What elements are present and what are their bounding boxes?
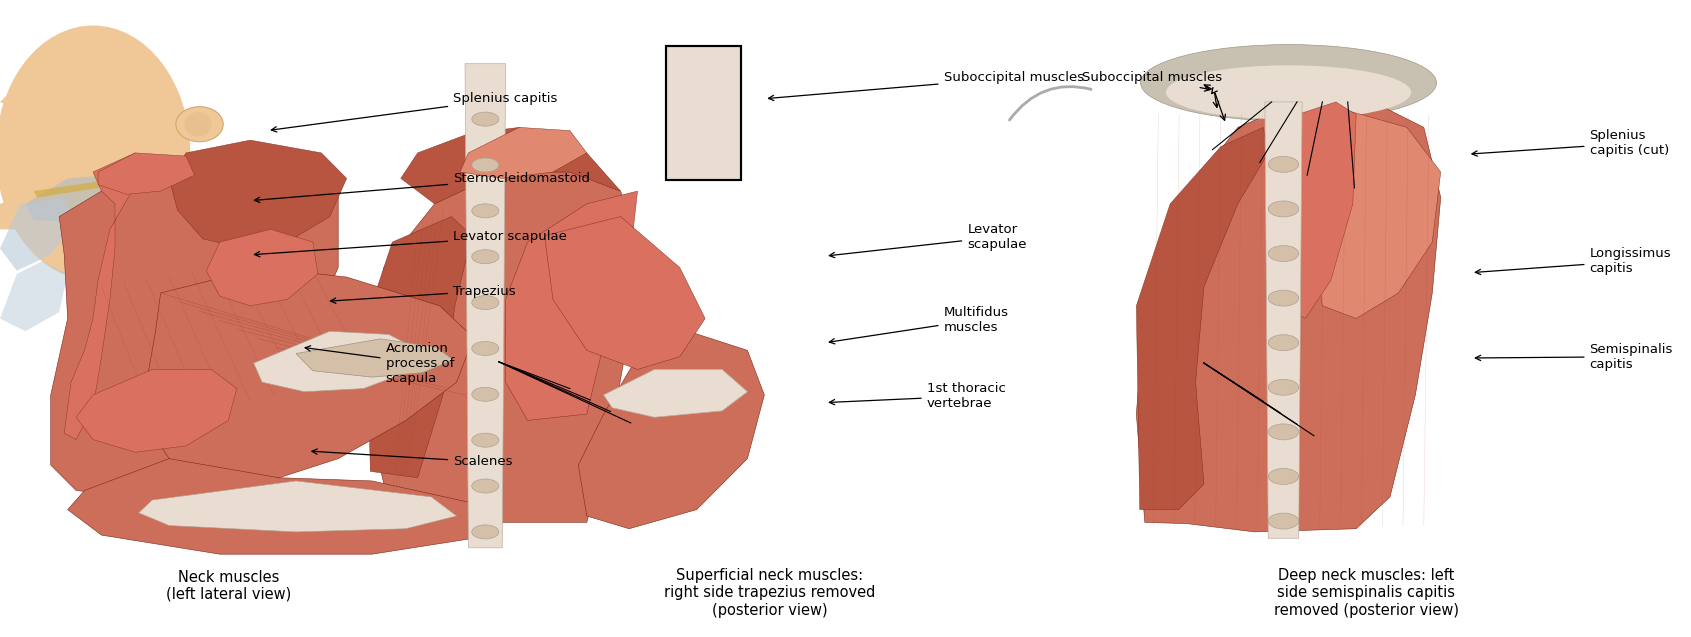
Ellipse shape <box>1268 513 1299 529</box>
Polygon shape <box>254 331 419 392</box>
Polygon shape <box>367 172 638 522</box>
Polygon shape <box>578 331 764 529</box>
Polygon shape <box>1314 108 1441 318</box>
Polygon shape <box>1136 127 1268 510</box>
Text: Longissimus
capitis: Longissimus capitis <box>1475 247 1671 275</box>
Polygon shape <box>144 268 473 478</box>
Ellipse shape <box>472 296 499 310</box>
Polygon shape <box>0 83 30 108</box>
Polygon shape <box>0 197 76 271</box>
Text: Deep neck muscles: left
side semispinalis capitis
removed (posterior view): Deep neck muscles: left side semispinali… <box>1273 568 1459 618</box>
Text: Acromion
process of
scapula: Acromion process of scapula <box>304 341 453 385</box>
Polygon shape <box>64 153 144 440</box>
Polygon shape <box>68 459 473 554</box>
Text: Superficial neck muscles:
right side trapezius removed
(posterior view): Superficial neck muscles: right side tra… <box>663 568 876 618</box>
Text: Semispinalis
capitis: Semispinalis capitis <box>1475 343 1672 371</box>
Text: Trapezius: Trapezius <box>330 285 516 303</box>
Polygon shape <box>465 64 506 548</box>
Ellipse shape <box>1268 379 1299 395</box>
Ellipse shape <box>472 387 499 401</box>
Polygon shape <box>34 172 220 197</box>
Polygon shape <box>25 172 220 223</box>
Polygon shape <box>296 339 453 377</box>
Polygon shape <box>1265 102 1302 538</box>
Ellipse shape <box>472 525 499 539</box>
Text: Scalenes: Scalenes <box>311 449 512 468</box>
Ellipse shape <box>1268 469 1299 484</box>
Polygon shape <box>671 52 736 173</box>
Polygon shape <box>604 369 747 417</box>
Polygon shape <box>460 127 587 178</box>
Polygon shape <box>401 127 621 204</box>
Text: Splenius
capitis (cut): Splenius capitis (cut) <box>1471 129 1669 157</box>
Bar <box>666 46 741 180</box>
Polygon shape <box>76 369 237 452</box>
Text: Levator
scapulae: Levator scapulae <box>829 223 1026 257</box>
Ellipse shape <box>472 204 499 218</box>
Polygon shape <box>98 153 194 194</box>
Text: 1st thoracic
vertebrae: 1st thoracic vertebrae <box>829 382 1006 410</box>
Text: Multifidus
muscles: Multifidus muscles <box>829 306 1008 344</box>
Text: Sternocleidomastoid: Sternocleidomastoid <box>254 172 590 203</box>
Ellipse shape <box>1268 290 1299 306</box>
Ellipse shape <box>184 112 211 136</box>
Ellipse shape <box>472 433 499 447</box>
Ellipse shape <box>1268 424 1299 440</box>
Ellipse shape <box>1167 65 1412 120</box>
Ellipse shape <box>472 158 499 172</box>
Ellipse shape <box>1268 156 1299 172</box>
Ellipse shape <box>1268 245 1299 261</box>
Ellipse shape <box>472 341 499 355</box>
Polygon shape <box>367 217 472 478</box>
Polygon shape <box>51 153 338 497</box>
Polygon shape <box>1275 102 1356 318</box>
Ellipse shape <box>1268 201 1299 217</box>
Ellipse shape <box>472 479 499 493</box>
Ellipse shape <box>472 250 499 264</box>
Text: Splenius capitis: Splenius capitis <box>271 92 558 132</box>
Polygon shape <box>1136 99 1441 532</box>
Ellipse shape <box>1140 45 1437 121</box>
Polygon shape <box>0 261 68 331</box>
Text: Suboccipital muscles: Suboccipital muscles <box>1082 71 1223 91</box>
Ellipse shape <box>176 106 223 141</box>
Polygon shape <box>206 229 318 306</box>
Polygon shape <box>506 191 638 420</box>
Polygon shape <box>0 159 152 229</box>
Polygon shape <box>139 481 457 532</box>
Ellipse shape <box>472 112 499 126</box>
Text: Suboccipital muscles: Suboccipital muscles <box>768 71 1084 101</box>
Polygon shape <box>169 140 347 248</box>
Text: Neck muscles
(left lateral view): Neck muscles (left lateral view) <box>166 569 291 602</box>
Ellipse shape <box>0 25 191 280</box>
Bar <box>666 46 741 180</box>
Text: Levator scapulae: Levator scapulae <box>254 231 566 257</box>
Polygon shape <box>545 217 705 369</box>
Ellipse shape <box>1268 335 1299 350</box>
FancyArrowPatch shape <box>1010 87 1091 120</box>
